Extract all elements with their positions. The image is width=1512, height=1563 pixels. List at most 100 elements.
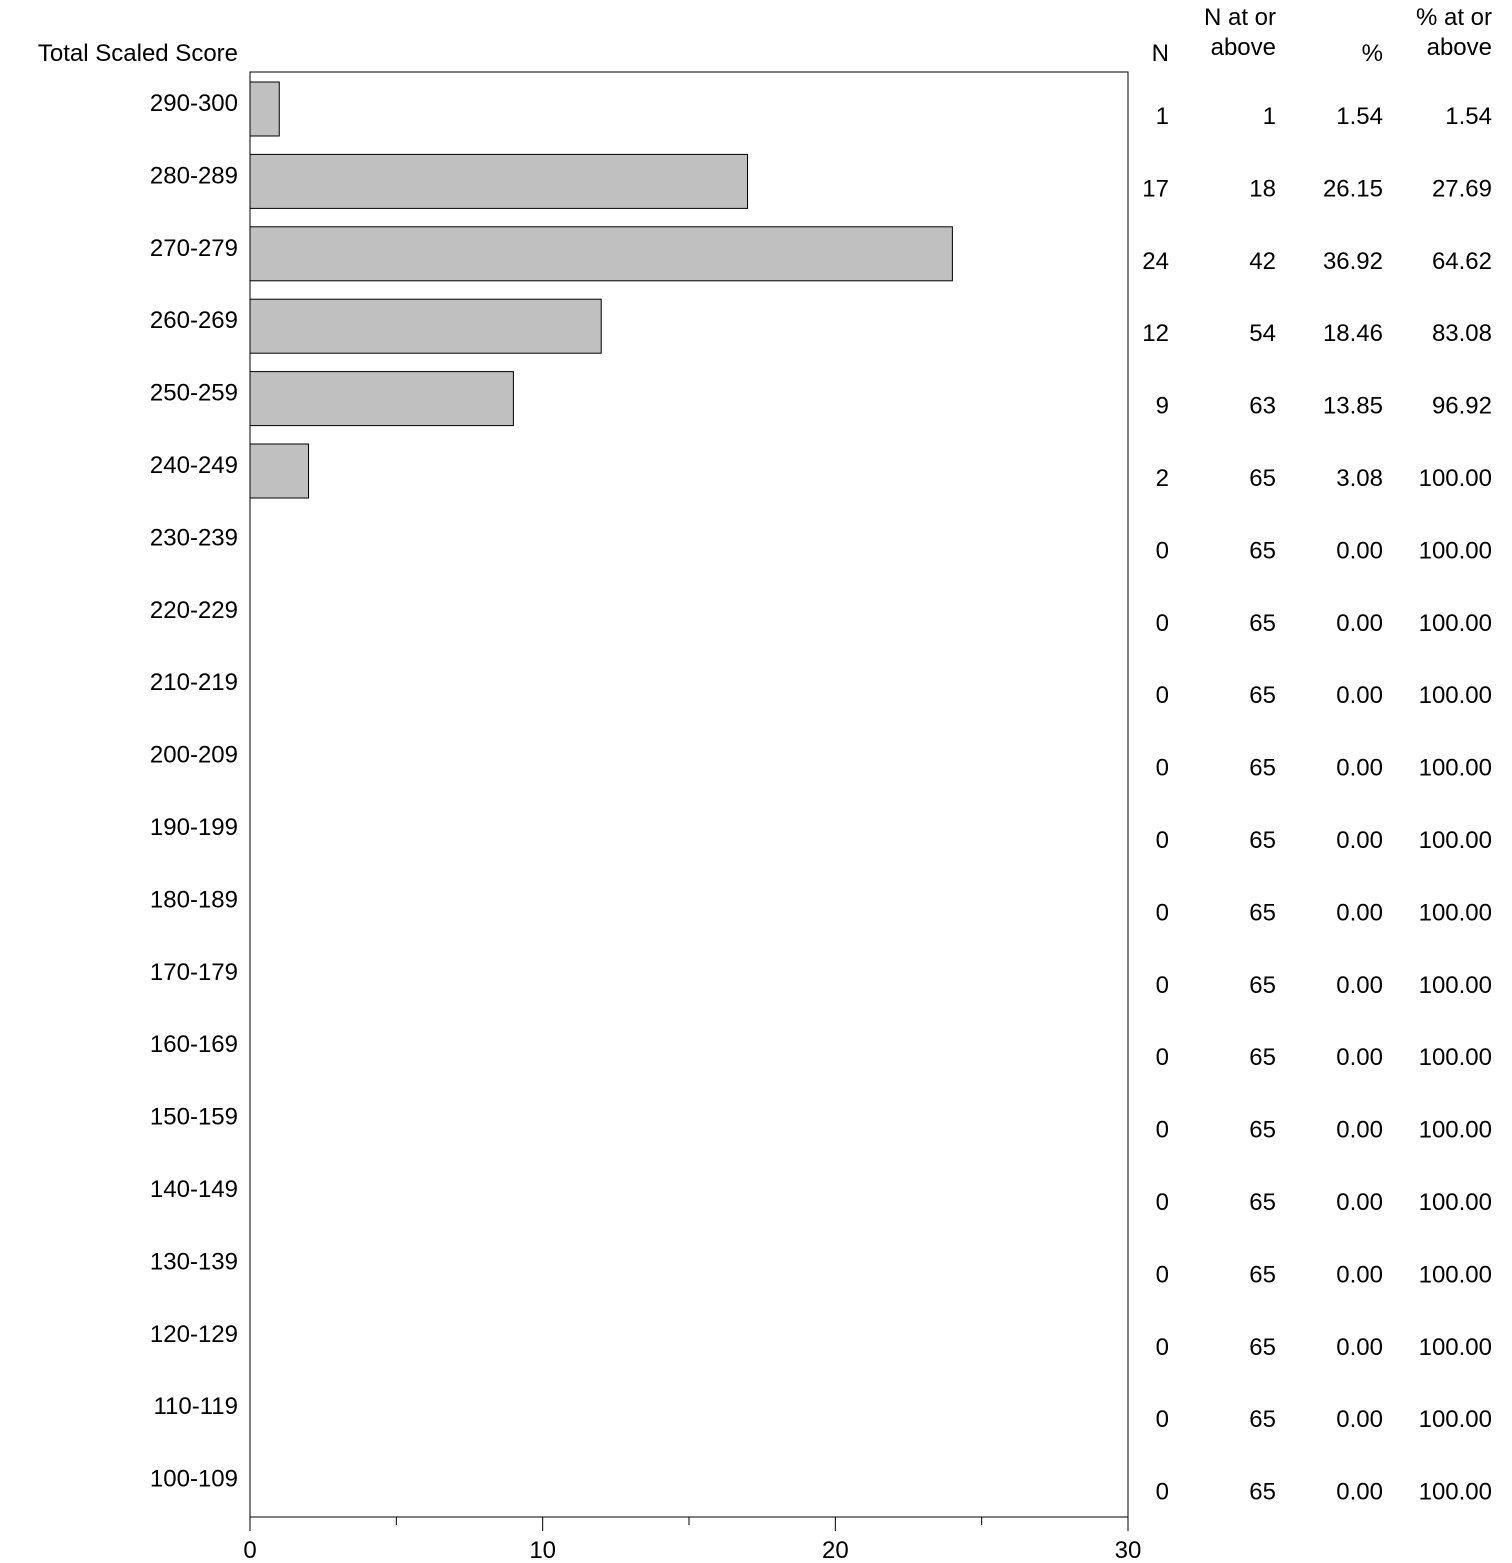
table-cell: 83.08: [1432, 320, 1492, 347]
table-cell: 100.00: [1419, 1044, 1492, 1071]
table-cell: 0: [1156, 537, 1169, 564]
table-cell: 0.00: [1336, 899, 1383, 926]
x-tick-label: 20: [822, 1537, 849, 1563]
bar: [249, 226, 953, 282]
category-label: 290-300: [150, 90, 238, 117]
category-label: 160-169: [150, 1031, 238, 1058]
table-cell: 64.62: [1432, 248, 1492, 275]
table-cell: 1.54: [1336, 103, 1383, 130]
bar: [249, 298, 602, 354]
table-cell: 1.54: [1445, 103, 1492, 130]
table-cell: 65: [1249, 537, 1276, 564]
table-cell: 0: [1156, 1189, 1169, 1216]
category-label: 280-289: [150, 162, 238, 189]
table-cell: 0: [1156, 827, 1169, 854]
category-label: 170-179: [150, 959, 238, 986]
table-cell: 0: [1156, 1117, 1169, 1144]
table-cell: 100.00: [1419, 1189, 1492, 1216]
table-cell: 100.00: [1419, 1334, 1492, 1361]
table-cell: 65: [1249, 465, 1276, 492]
table-cell: 27.69: [1432, 175, 1492, 202]
table-cell: 0: [1156, 610, 1169, 637]
table-cell: 0: [1156, 1406, 1169, 1433]
table-headers: N N at or above% % at or above: [1152, 4, 1492, 67]
table-cell: 65: [1249, 1261, 1276, 1288]
category-label: 190-199: [150, 814, 238, 841]
table-cell: 0.00: [1336, 755, 1383, 782]
table-cell: 100.00: [1419, 899, 1492, 926]
table-cell: 0: [1156, 972, 1169, 999]
table-cell: 100.00: [1419, 1261, 1492, 1288]
table-cell: 65: [1249, 899, 1276, 926]
table-cell: 0.00: [1336, 1406, 1383, 1433]
table-cell: 1: [1263, 103, 1276, 130]
table-cell: 42: [1249, 248, 1276, 275]
category-label: 100-109: [150, 1466, 238, 1493]
table-cell: 65: [1249, 1044, 1276, 1071]
table-cell: 63: [1249, 393, 1276, 420]
category-label: 260-269: [150, 307, 238, 334]
bar: [249, 443, 310, 499]
table-cell: 0.00: [1336, 1117, 1383, 1144]
table-cell: 0: [1156, 1044, 1169, 1071]
bar: [249, 371, 514, 427]
table-cell: 0.00: [1336, 1261, 1383, 1288]
category-label: 150-159: [150, 1104, 238, 1131]
table-cell: 100.00: [1419, 1479, 1492, 1506]
table-cell: 0.00: [1336, 537, 1383, 564]
table-cell: 0: [1156, 899, 1169, 926]
category-label: 130-139: [150, 1248, 238, 1275]
table-cell: 0: [1156, 1479, 1169, 1506]
table-cell: 65: [1249, 1189, 1276, 1216]
table-cell: 65: [1249, 1117, 1276, 1144]
table-cell: 100.00: [1419, 465, 1492, 492]
table-cell: 0: [1156, 1261, 1169, 1288]
table-cell: 18: [1249, 175, 1276, 202]
table-header-line2: above: [1211, 34, 1276, 61]
table-cell: 65: [1249, 755, 1276, 782]
category-label: 210-219: [150, 669, 238, 696]
y-axis-title: Total Scaled Score: [38, 40, 238, 67]
table-cell: 13.85: [1323, 393, 1383, 420]
table-cell: 0.00: [1336, 1044, 1383, 1071]
table-cell: 100.00: [1419, 1406, 1492, 1433]
table-cell: 9: [1156, 393, 1169, 420]
table-cell: 65: [1249, 682, 1276, 709]
x-tick-label: 0: [243, 1537, 256, 1563]
table-cell: 2: [1156, 465, 1169, 492]
category-label: 120-129: [150, 1321, 238, 1348]
table-cell: 12: [1142, 320, 1169, 347]
table-cell: 0: [1156, 1334, 1169, 1361]
table-header-line1: N at or: [1204, 4, 1276, 31]
category-label: 220-229: [150, 597, 238, 624]
category-label: 110-119: [153, 1393, 238, 1420]
table-cell: 100.00: [1419, 537, 1492, 564]
table-header-line2: %: [1362, 40, 1383, 67]
table-header-line2: N: [1152, 40, 1169, 67]
table-cell: 100.00: [1419, 972, 1492, 999]
table-cell: 0.00: [1336, 972, 1383, 999]
category-label: 200-209: [150, 742, 238, 769]
table-cell: 0.00: [1336, 1479, 1383, 1506]
category-label: 250-259: [150, 380, 238, 407]
table-cell: 0: [1156, 682, 1169, 709]
x-tick-label: 10: [529, 1537, 556, 1563]
category-label: 230-239: [150, 524, 238, 551]
table-cell: 0.00: [1336, 682, 1383, 709]
table-cell: 100.00: [1419, 682, 1492, 709]
x-axis: 0 10 20 30: [243, 1517, 1141, 1563]
table-cell: 0.00: [1336, 827, 1383, 854]
category-label: 240-249: [150, 452, 238, 479]
table-cell: 17: [1142, 175, 1169, 202]
table-cell: 24: [1142, 248, 1169, 275]
x-tick-label: 30: [1115, 1537, 1142, 1563]
table-cell: 96.92: [1432, 393, 1492, 420]
table-cell: 0.00: [1336, 1334, 1383, 1361]
category-label: 180-189: [150, 886, 238, 913]
category-label: 140-149: [150, 1176, 238, 1203]
table-cell: 65: [1249, 827, 1276, 854]
table-header-line1: % at or: [1416, 4, 1492, 31]
table-body: 1 1 1.54 1.54 17 18 26.15 27.69 24 42 36.92 64.62 12…: [1142, 103, 1492, 1506]
table-cell: 65: [1249, 1406, 1276, 1433]
